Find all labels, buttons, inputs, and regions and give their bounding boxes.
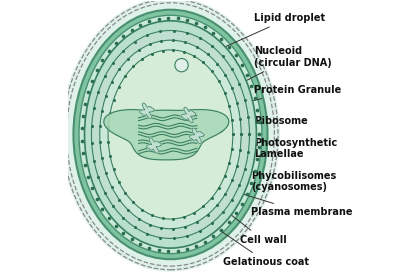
Ellipse shape (79, 15, 262, 254)
Ellipse shape (85, 21, 256, 248)
Text: Protein Granule: Protein Granule (195, 85, 341, 115)
Text: Nucleoid
(circular DNA): Nucleoid (circular DNA) (204, 46, 331, 103)
Ellipse shape (74, 10, 268, 259)
Text: Gelatinous coat: Gelatinous coat (220, 230, 309, 267)
Ellipse shape (175, 59, 188, 72)
Polygon shape (104, 109, 229, 160)
Text: Cell wall: Cell wall (223, 208, 287, 245)
Ellipse shape (61, 0, 280, 272)
Text: Photosynthetic
Lamellae: Photosynthetic Lamellae (204, 137, 337, 159)
Ellipse shape (91, 31, 249, 238)
Ellipse shape (108, 50, 233, 219)
Text: Ribosome: Ribosome (209, 116, 307, 126)
Polygon shape (140, 103, 154, 119)
Polygon shape (181, 107, 196, 123)
Text: Plasma membrane: Plasma membrane (223, 188, 352, 217)
Polygon shape (147, 138, 161, 153)
Polygon shape (190, 128, 204, 144)
Text: Lipid droplet: Lipid droplet (187, 13, 325, 64)
Text: Phycobilisomes
(cyanosomes): Phycobilisomes (cyanosomes) (209, 160, 336, 192)
Ellipse shape (100, 40, 241, 229)
